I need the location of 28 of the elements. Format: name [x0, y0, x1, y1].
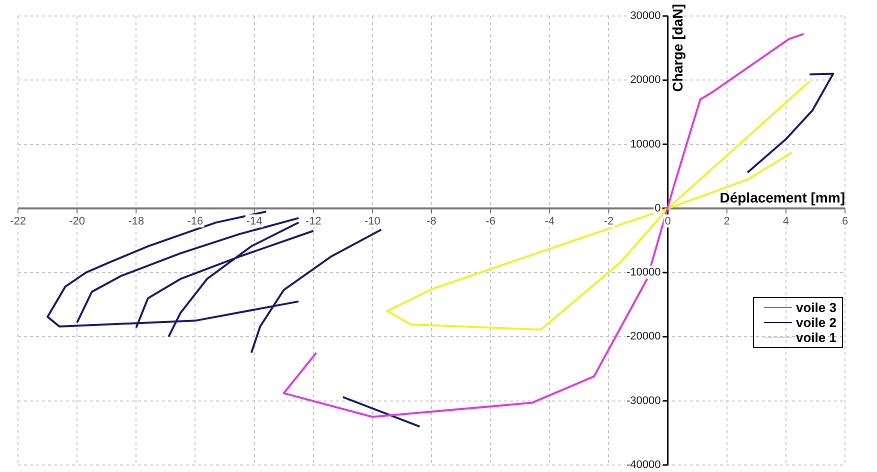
y-tick-label: 30000	[630, 10, 661, 22]
x-tick-label: -8	[426, 215, 436, 228]
x-tick-label: -22	[10, 215, 26, 228]
y-tick-label: 0	[654, 202, 661, 214]
y-tick-label: -20000	[626, 330, 661, 343]
y-tick-label: -10000	[626, 266, 661, 279]
x-tick-label: 2	[724, 215, 730, 228]
x-tick-label: 6	[842, 215, 848, 228]
legend-label: voile 1	[796, 330, 836, 345]
x-tick-label: -2	[604, 215, 614, 228]
y-tick-label: -30000	[626, 394, 661, 407]
x-tick-label: -16	[187, 215, 204, 228]
x-tick-label: -14	[246, 215, 262, 228]
x-tick-label: -18	[128, 215, 144, 228]
x-tick-label: -4	[544, 215, 555, 228]
x-tick-label: -12	[305, 215, 322, 228]
y-tick-label: -40000	[626, 459, 661, 472]
y-tick-label: 10000	[630, 138, 661, 150]
x-axis-title: Déplacement [mm]	[720, 189, 845, 206]
x-tick-label: -6	[486, 215, 496, 228]
x-tick-label: 4	[782, 215, 789, 228]
x-tick-label: -20	[69, 215, 86, 228]
legend-label: voile 2	[796, 314, 836, 330]
y-axis-title: Charge [daN]	[670, 4, 686, 92]
legend-label: voile 3	[796, 300, 836, 315]
x-tick-label: -10	[364, 215, 380, 228]
x-tick-label: 0	[664, 215, 671, 228]
y-tick-label: 20000	[630, 74, 661, 86]
